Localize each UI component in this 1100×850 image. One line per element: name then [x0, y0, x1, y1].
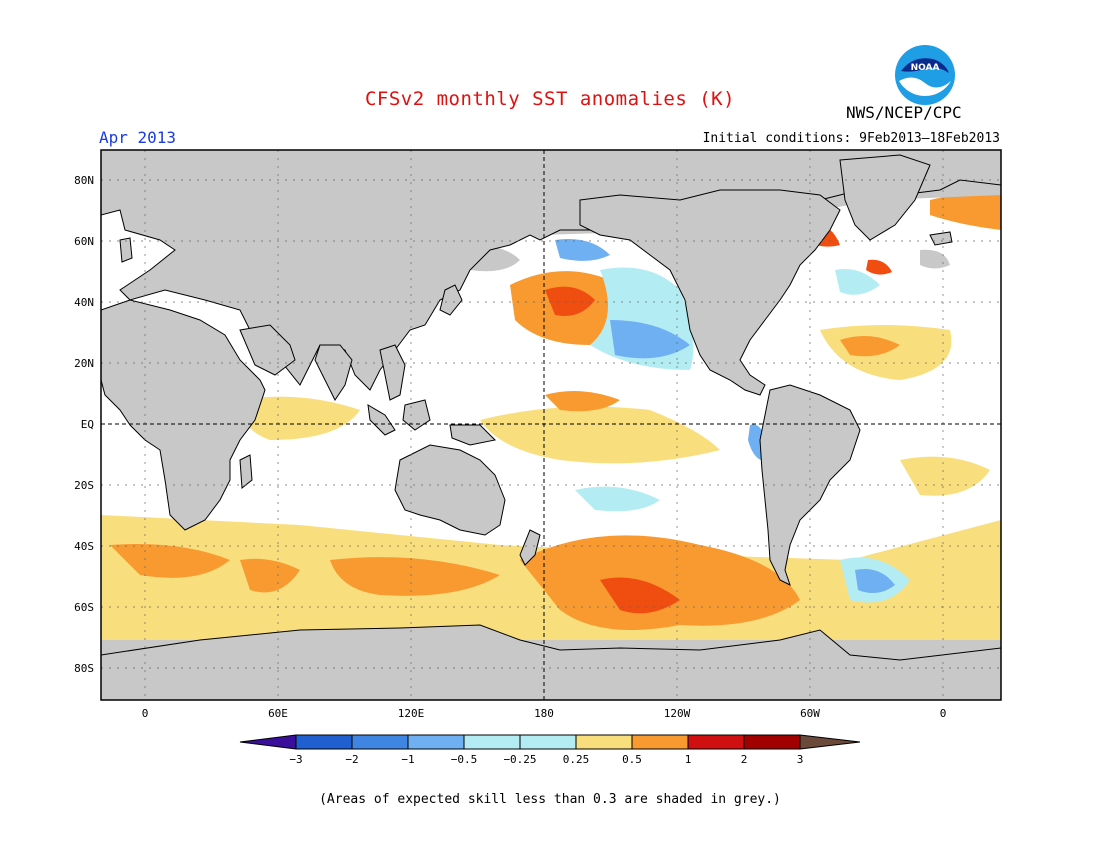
lat-label: 20S [74, 479, 94, 492]
legend-swatch [464, 735, 520, 749]
sumatra [367, 404, 396, 436]
equatorial-warm-band [480, 406, 720, 464]
legend-tick-label: −1 [401, 753, 414, 766]
south-indian-warm-patch [330, 557, 500, 596]
legend-swatch [520, 735, 576, 749]
south-indian-patch-2 [240, 558, 300, 593]
lon-label: 0 [142, 707, 149, 720]
skill-footnote: (Areas of expected skill less than 0.3 a… [319, 792, 781, 807]
antarctica [101, 624, 1001, 700]
east-pacific-cool [575, 486, 660, 512]
legend-swatch [352, 735, 408, 749]
australia [394, 444, 506, 536]
lon-label: 0 [940, 707, 947, 720]
lon-label: 120E [398, 707, 425, 720]
north-atlantic-warm-2 [866, 259, 892, 275]
africa [101, 299, 266, 531]
agency-label: NWS/NCEP/CPC [846, 103, 962, 122]
legend-tick-label: −3 [289, 753, 302, 766]
legend-tick-label: 2 [741, 753, 748, 766]
new-guinea [449, 424, 497, 446]
arabia [239, 324, 296, 376]
legend-left-arrow [240, 735, 296, 749]
legend-swatch [688, 735, 744, 749]
lat-label: 20N [74, 357, 94, 370]
legend-tick-marks [295, 735, 801, 749]
japan [439, 284, 463, 316]
north-pacific-cool-core [610, 320, 690, 359]
legend-swatch [632, 735, 688, 749]
south-atlantic-cool-core [855, 569, 895, 594]
south-america [759, 384, 861, 586]
south-atlantic-warm-patch [110, 544, 230, 578]
lon-label: 180 [534, 707, 554, 720]
legend-swatch [296, 735, 352, 749]
graticule [101, 150, 1001, 700]
initial-conditions-label: Initial conditions: 9Feb2013–18Feb2013 [702, 131, 1000, 146]
lat-label: 60N [74, 235, 94, 248]
north-pacific-warm-core [545, 286, 595, 316]
lat-label: EQ [81, 418, 94, 431]
legend-tick-label: −2 [345, 753, 358, 766]
indian-ocean-warm [240, 396, 360, 440]
southern-pacific-warm-patch [520, 535, 800, 630]
new-zealand [519, 529, 541, 566]
north-atlantic-strong [840, 336, 900, 357]
lon-label: 60W [800, 707, 820, 720]
lat-label: 40S [74, 540, 94, 553]
lon-label: 60E [268, 707, 288, 720]
legend-swatch [576, 735, 632, 749]
legend-tick-labels: −3 −2 −1 −0.5 −0.25 0.25 0.5 1 2 3 [289, 753, 803, 766]
legend-swatch [408, 735, 464, 749]
lon-label: 120W [664, 707, 691, 720]
legend-tick-label: 3 [797, 753, 804, 766]
labrador-cool [835, 269, 880, 295]
map-frame [100, 149, 1002, 701]
longitude-labels: 0 60E 120E 180 120W 60W 0 [142, 707, 947, 720]
legend-swatch [744, 735, 800, 749]
noaa-logo-icon: NOAA [895, 45, 955, 105]
greenland [839, 154, 931, 241]
legend-tick-label: 0.5 [622, 753, 642, 766]
greenland-sea-warm [930, 193, 1001, 230]
central-pacific-warm [545, 391, 620, 412]
borneo [402, 399, 431, 431]
lat-label: 60S [74, 601, 94, 614]
lat-label: 40N [74, 296, 94, 309]
legend-tick-label: 0.25 [563, 753, 590, 766]
south-atlantic-warm [900, 456, 990, 496]
india [314, 344, 353, 401]
legend-tick-label: −0.25 [503, 753, 536, 766]
latitude-labels: 80N 60N 40N 20N EQ 20S 40S 60S 80S [74, 174, 94, 675]
chart-title: CFSv2 monthly SST anomalies (K) [364, 88, 736, 110]
madagascar [239, 454, 253, 489]
legend-tick-label: 1 [685, 753, 692, 766]
lat-label: 80N [74, 174, 94, 187]
forecast-month: Apr 2013 [99, 128, 177, 147]
lat-label: 80S [74, 662, 94, 675]
logo-text: NOAA [911, 63, 940, 73]
color-legend: −3 −2 −1 −0.5 −0.25 0.25 0.5 1 2 3 [239, 734, 861, 766]
legend-tick-label: −0.5 [451, 753, 478, 766]
legend-right-arrow [800, 735, 860, 749]
southern-pacific-strong-patch [600, 577, 680, 614]
iceland [929, 231, 953, 246]
british-isles [119, 237, 133, 263]
alaska-cool [555, 239, 610, 261]
indochina [379, 344, 406, 401]
